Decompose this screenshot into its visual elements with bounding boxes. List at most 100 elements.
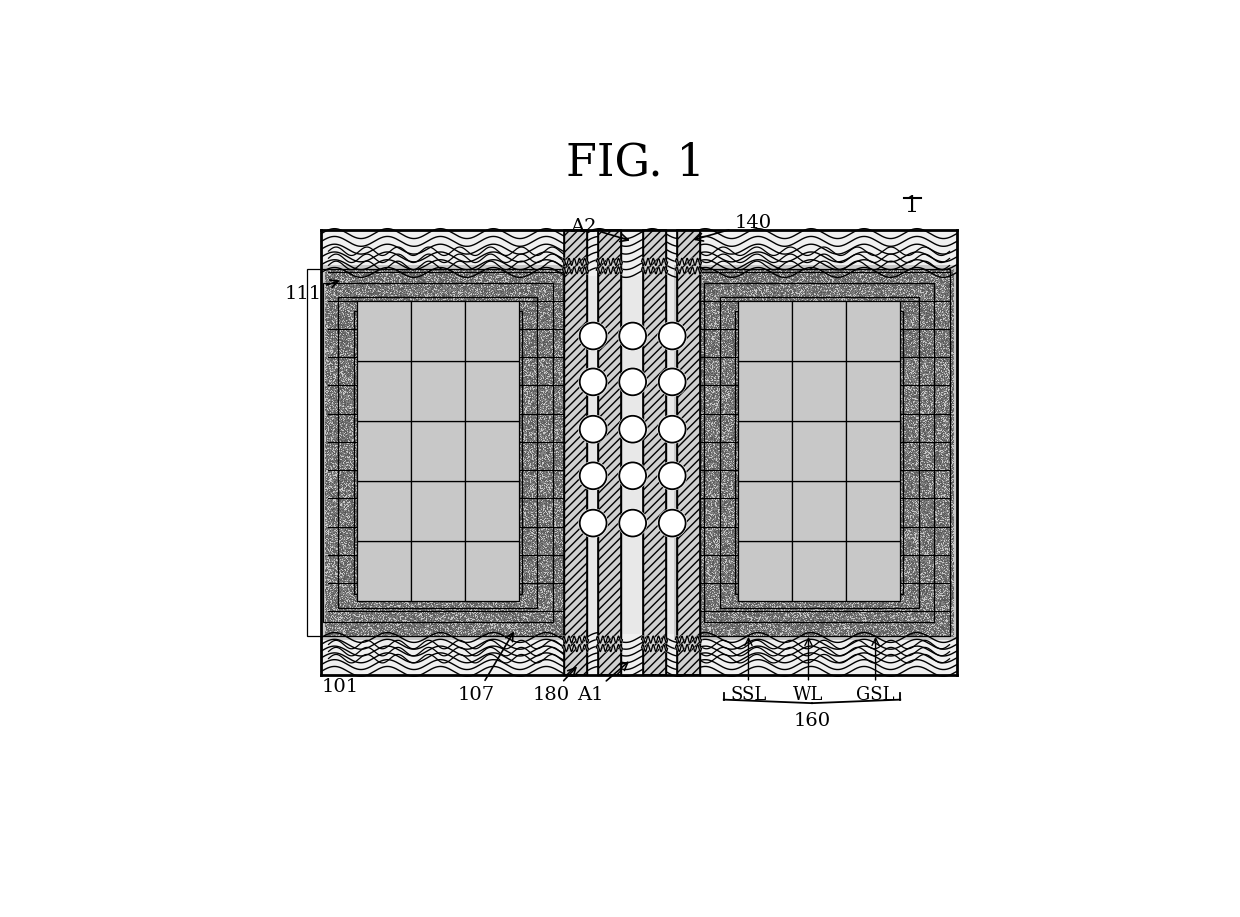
Point [688, 530, 708, 545]
Point [706, 370, 725, 384]
Point [709, 458, 729, 472]
Point [885, 425, 905, 439]
Point [908, 622, 928, 636]
Point [864, 282, 884, 297]
Point [557, 455, 577, 470]
Point [749, 530, 769, 545]
Point [424, 569, 444, 584]
Point [697, 315, 717, 330]
Point [821, 351, 841, 366]
Point [440, 588, 460, 602]
Point [392, 425, 412, 440]
Point [489, 272, 508, 287]
Point [387, 309, 407, 324]
Point [804, 316, 823, 331]
Point [805, 506, 825, 521]
Point [552, 311, 572, 326]
Point [445, 394, 465, 409]
Point [510, 603, 529, 618]
Point [923, 538, 942, 553]
Point [920, 573, 940, 588]
Point [553, 337, 573, 352]
Point [401, 336, 420, 350]
Point [885, 297, 905, 312]
Point [822, 599, 842, 613]
Point [361, 376, 381, 391]
Point [347, 463, 367, 478]
Point [722, 412, 742, 426]
Point [806, 374, 826, 389]
Point [372, 615, 392, 630]
Point [800, 500, 820, 514]
Point [670, 307, 689, 322]
Point [475, 370, 495, 385]
Point [409, 396, 429, 411]
Point [429, 616, 449, 631]
Point [859, 449, 879, 464]
Point [680, 267, 699, 282]
Point [500, 540, 520, 555]
Point [703, 553, 723, 568]
Point [821, 295, 841, 310]
Point [405, 381, 425, 395]
Point [362, 266, 382, 281]
Point [792, 288, 812, 303]
Point [335, 568, 355, 582]
Point [915, 536, 935, 550]
Point [404, 407, 424, 422]
Point [401, 626, 420, 641]
Point [445, 377, 465, 392]
Point [733, 294, 753, 309]
Point [541, 512, 560, 526]
Point [740, 517, 760, 532]
Point [940, 338, 960, 353]
Point [771, 267, 791, 282]
Point [941, 615, 961, 630]
Point [340, 471, 360, 486]
Point [525, 311, 544, 326]
Point [378, 424, 398, 438]
Point [737, 602, 756, 617]
Point [841, 338, 861, 353]
Point [761, 396, 781, 411]
Point [744, 385, 764, 400]
Point [745, 524, 765, 538]
Point [337, 419, 357, 434]
Point [889, 487, 909, 502]
Point [828, 271, 848, 286]
Point [708, 441, 728, 456]
Point [671, 539, 691, 554]
Point [898, 371, 918, 386]
Point [397, 456, 417, 470]
Point [864, 546, 884, 560]
Point [856, 564, 875, 579]
Point [491, 365, 511, 380]
Point [923, 607, 942, 622]
Point [374, 359, 394, 373]
Point [921, 516, 941, 531]
Point [713, 587, 733, 602]
Point [844, 614, 864, 629]
Point [479, 332, 498, 347]
Point [720, 492, 740, 506]
Point [460, 286, 480, 301]
Point [877, 614, 897, 629]
Point [878, 357, 898, 371]
Point [539, 561, 559, 576]
Point [676, 322, 696, 337]
Point [890, 479, 910, 493]
Point [744, 560, 764, 575]
Point [723, 489, 743, 503]
Point [520, 502, 539, 516]
Point [702, 470, 722, 484]
Point [688, 313, 708, 327]
Point [498, 293, 518, 307]
Point [496, 571, 516, 586]
Point [882, 591, 901, 606]
Point [889, 524, 909, 538]
Point [340, 327, 360, 342]
Point [892, 523, 911, 537]
Point [480, 449, 500, 464]
Point [458, 419, 477, 434]
Point [568, 558, 588, 572]
